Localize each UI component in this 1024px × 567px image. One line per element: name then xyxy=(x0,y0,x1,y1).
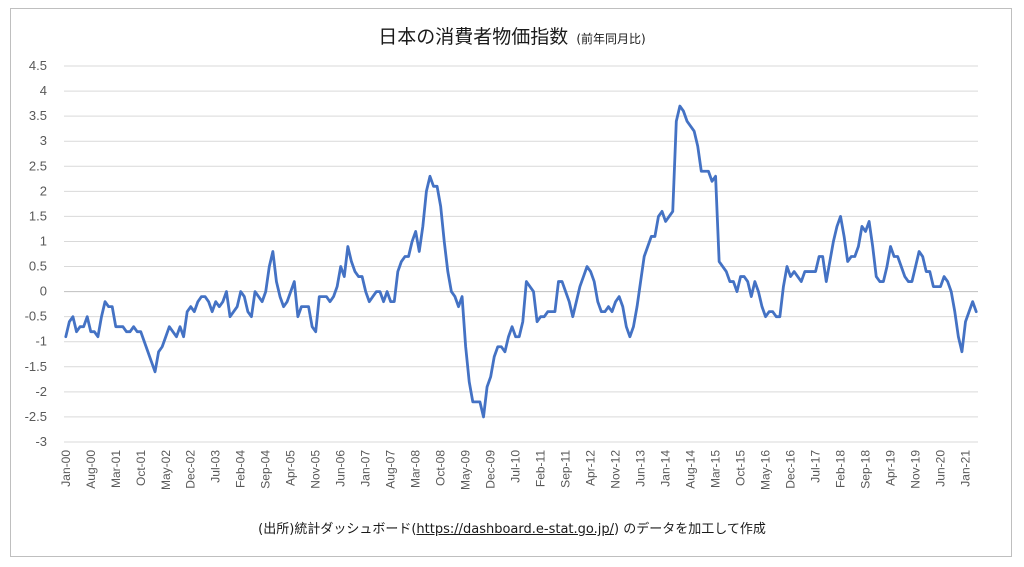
y-tick-label: 0 xyxy=(40,284,47,299)
series-layer xyxy=(64,104,978,419)
source-note: (出所)統計ダッシュボード(https://dashboard.e-stat.g… xyxy=(0,518,1024,537)
source-text: (出所)統計ダッシュボード( xyxy=(258,522,417,537)
x-tick-label: Jun-13 xyxy=(634,450,648,487)
y-tick-label: 1.5 xyxy=(29,208,47,223)
x-tick-label: Sep-04 xyxy=(259,450,273,489)
x-tick-label: Feb-11 xyxy=(534,450,548,487)
x-tick-label: Jul-03 xyxy=(209,450,223,483)
y-tick-label: 2 xyxy=(40,183,47,198)
x-tick-label: Dec-02 xyxy=(184,450,198,489)
x-tick-label: May-02 xyxy=(159,450,173,490)
x-tick-label: Jan-07 xyxy=(359,450,373,487)
x-tick-label: Mar-15 xyxy=(709,450,723,488)
y-tick-label: 4 xyxy=(40,83,47,98)
y-tick-label: -1 xyxy=(35,334,47,349)
x-tick-label: Mar-01 xyxy=(109,450,123,488)
x-tick-label: Jun-06 xyxy=(334,450,348,487)
x-tick-label: Feb-04 xyxy=(234,450,248,488)
x-tick-label: Dec-09 xyxy=(484,450,498,489)
y-tick-label: -0.5 xyxy=(25,309,47,324)
gridlines xyxy=(64,65,978,443)
chart-subtitle: (前年同月比) xyxy=(576,32,646,46)
x-tick-label: Mar-08 xyxy=(409,450,423,488)
cpi-series-line xyxy=(64,104,978,419)
chart-title: 日本の消費者物価指数 xyxy=(378,26,569,48)
x-tick-label: Oct-01 xyxy=(134,450,148,486)
y-tick-label: 3.5 xyxy=(29,108,47,123)
x-tick-label: Aug-00 xyxy=(84,450,98,489)
y-tick-label: 2.5 xyxy=(29,158,47,173)
y-tick-label: -2.5 xyxy=(25,409,47,424)
y-tick-label: -1.5 xyxy=(25,359,47,374)
x-tick-label: Sep-18 xyxy=(859,450,873,489)
x-tick-label: May-16 xyxy=(759,450,773,490)
x-tick-label: Aug-14 xyxy=(684,450,698,489)
x-tick-label: Sep-11 xyxy=(559,450,573,488)
chart-frame xyxy=(10,8,1012,557)
x-tick-label: Apr-12 xyxy=(584,450,598,486)
x-tick-label: Apr-19 xyxy=(884,450,898,486)
x-tick-label: May-09 xyxy=(459,450,473,490)
x-tick-label: Jun-20 xyxy=(934,450,948,487)
x-tick-label: Dec-16 xyxy=(784,450,798,489)
x-tick-label: Nov-05 xyxy=(309,450,323,489)
y-tick-label: 4.5 xyxy=(29,58,47,73)
y-tick-label: 3 xyxy=(40,133,47,148)
y-tick-label: -2 xyxy=(35,384,47,399)
source-suffix: ) のデータを加工して作成 xyxy=(614,522,766,537)
y-tick-label: 0.5 xyxy=(29,259,47,274)
x-tick-label: Jul-10 xyxy=(509,450,523,483)
x-tick-label: Jul-17 xyxy=(809,450,823,483)
x-tick-label: Oct-15 xyxy=(734,450,748,486)
y-axis-ticks: -3 -2.5 -2 -1.5 -1 -0.5 0 0.5 1 1.5 2 2.5 3 3.5 4 4.5 xyxy=(25,58,47,449)
x-tick-label: Jan-14 xyxy=(659,450,673,487)
x-tick-label: Oct-08 xyxy=(434,450,448,486)
x-axis-ticks: Jan-00 Aug-00 Mar-01 Oct-01 May-02 Dec-02 Jul-… xyxy=(59,450,973,490)
source-link[interactable]: https://dashboard.e-stat.go.jp/ xyxy=(416,522,614,537)
x-tick-label: Jan-00 xyxy=(59,450,73,487)
x-tick-label: Apr-05 xyxy=(284,450,298,486)
y-tick-label: -3 xyxy=(35,434,47,449)
x-tick-label: Nov-12 xyxy=(609,450,623,489)
y-tick-label: 1 xyxy=(40,233,47,248)
x-tick-label: Nov-19 xyxy=(909,450,923,489)
chart-title-row: 日本の消費者物価指数 (前年同月比) xyxy=(0,22,1024,49)
x-tick-label: Aug-07 xyxy=(384,450,398,489)
x-tick-label: Feb-18 xyxy=(834,450,848,488)
x-tick-label: Jan-21 xyxy=(959,450,973,487)
